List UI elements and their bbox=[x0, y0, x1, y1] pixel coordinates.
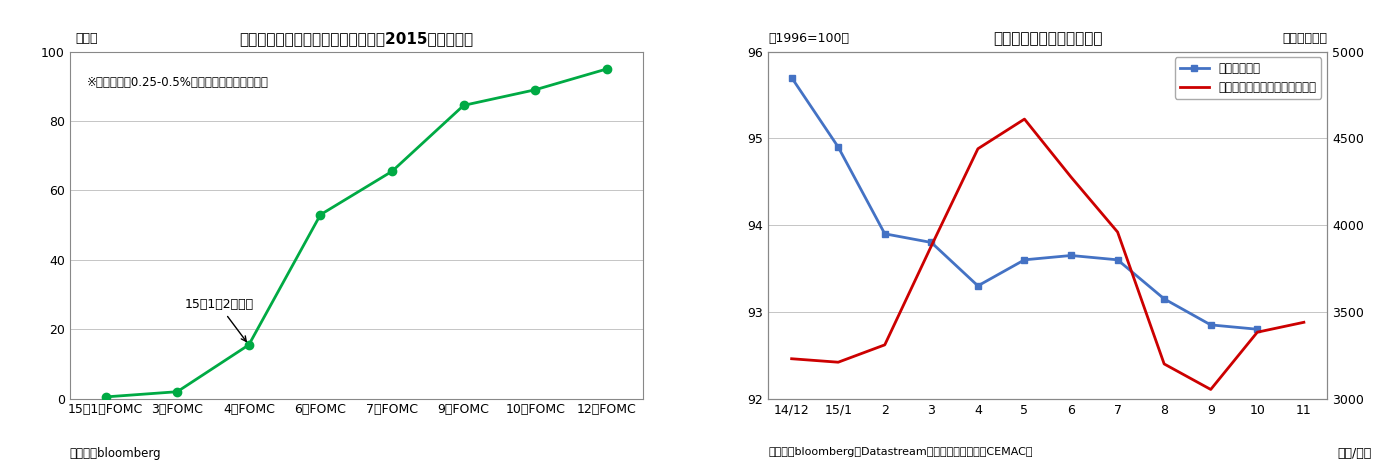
Text: （資料）bloomberg、Datastream、中国国家統計局（CEMAC）: （資料）bloomberg、Datastream、中国国家統計局（CEMAC） bbox=[768, 447, 1032, 457]
Text: 15年1月2日時点: 15年1月2日時点 bbox=[184, 298, 253, 341]
Text: （％）: （％） bbox=[75, 31, 98, 45]
Text: （ポイント）: （ポイント） bbox=[1282, 31, 1327, 45]
Text: （資料）bloomberg: （資料）bloomberg bbox=[70, 447, 162, 460]
Text: （1996=100）: （1996=100） bbox=[768, 31, 849, 45]
Title: 先物が織り込む米利上げ予想確率（2015年初時点）: 先物が織り込む米利上げ予想確率（2015年初時点） bbox=[239, 31, 474, 46]
Title: 中国の景気一致指数と株価: 中国の景気一致指数と株価 bbox=[993, 31, 1102, 46]
Legend: 景気一致指数, 上海総合指数（月末値・右軸）: 景気一致指数, 上海総合指数（月末値・右軸） bbox=[1175, 58, 1322, 99]
Text: （年/月）: （年/月） bbox=[1337, 447, 1372, 460]
Text: ※政策金利が0.25-0.5%以上に上がっている確率: ※政策金利が0.25-0.5%以上に上がっている確率 bbox=[87, 76, 268, 89]
